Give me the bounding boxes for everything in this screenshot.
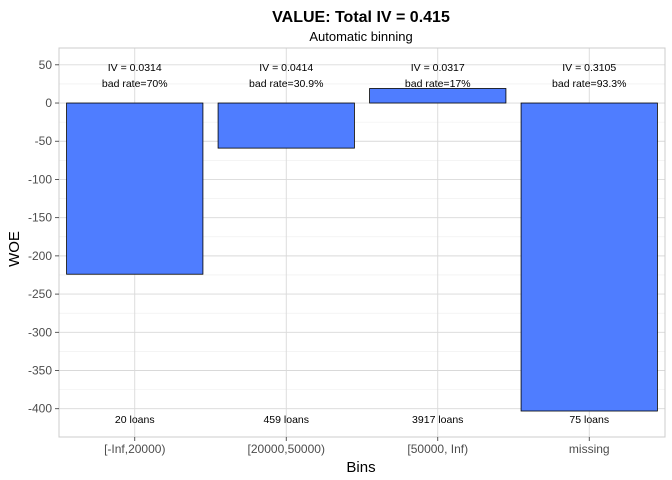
y-tick-label: -100	[28, 172, 52, 186]
x-tick-label: [-Inf,20000)	[104, 442, 165, 456]
x-tick-label: [50000, Inf)	[407, 442, 468, 456]
y-tick-label: 0	[45, 96, 52, 110]
iv-label: IV = 0.0414	[259, 62, 313, 74]
iv-label: IV = 0.0314	[108, 62, 162, 74]
y-axis: 50 0 -50 -100 -150 -200 -250 -300 -350 -400	[28, 58, 59, 416]
y-tick-label: -200	[28, 249, 52, 263]
y-tick-label: -350	[28, 364, 52, 378]
x-axis-title: Bins	[346, 459, 375, 476]
y-tick-label: -250	[28, 287, 52, 301]
bar	[217, 102, 355, 149]
loan-count-label: 3917 loans	[412, 414, 463, 426]
y-tick-label: -150	[28, 211, 52, 225]
x-tick-label: [20000,50000)	[248, 442, 325, 456]
bar	[66, 102, 204, 275]
chart-subtitle: Automatic binning	[309, 29, 412, 44]
y-tick-label: -300	[28, 325, 52, 339]
bar	[520, 102, 658, 412]
bad-rate-label: bad rate=17%	[405, 78, 471, 90]
bad-rate-label: bad rate=93.3%	[552, 78, 626, 90]
iv-label: IV = 0.0317	[411, 62, 465, 74]
bar-annotations: IV = 0.0314 bad rate=70% 20 loans IV = 0.04…	[102, 62, 627, 426]
loan-count-label: 20 loans	[115, 414, 155, 426]
loan-count-label: 75 loans	[569, 414, 609, 426]
x-tick-label: missing	[569, 442, 610, 456]
plot-panel-border	[58, 47, 666, 438]
x-axis: [-Inf,20000) [20000,50000) [50000, Inf) mis…	[104, 437, 610, 456]
bad-rate-label: bad rate=30.9%	[249, 78, 323, 90]
y-tick-label: -50	[35, 134, 53, 148]
iv-label: IV = 0.3105	[562, 62, 616, 74]
loan-count-label: 459 loans	[263, 414, 309, 426]
y-tick-label: 50	[39, 58, 53, 72]
y-tick-label: -400	[28, 402, 52, 416]
bad-rate-label: bad rate=70%	[102, 78, 168, 90]
bar	[369, 88, 507, 104]
bars	[66, 88, 658, 412]
y-axis-title: WOE	[6, 231, 23, 267]
chart-title: VALUE: Total IV = 0.415	[272, 9, 450, 26]
